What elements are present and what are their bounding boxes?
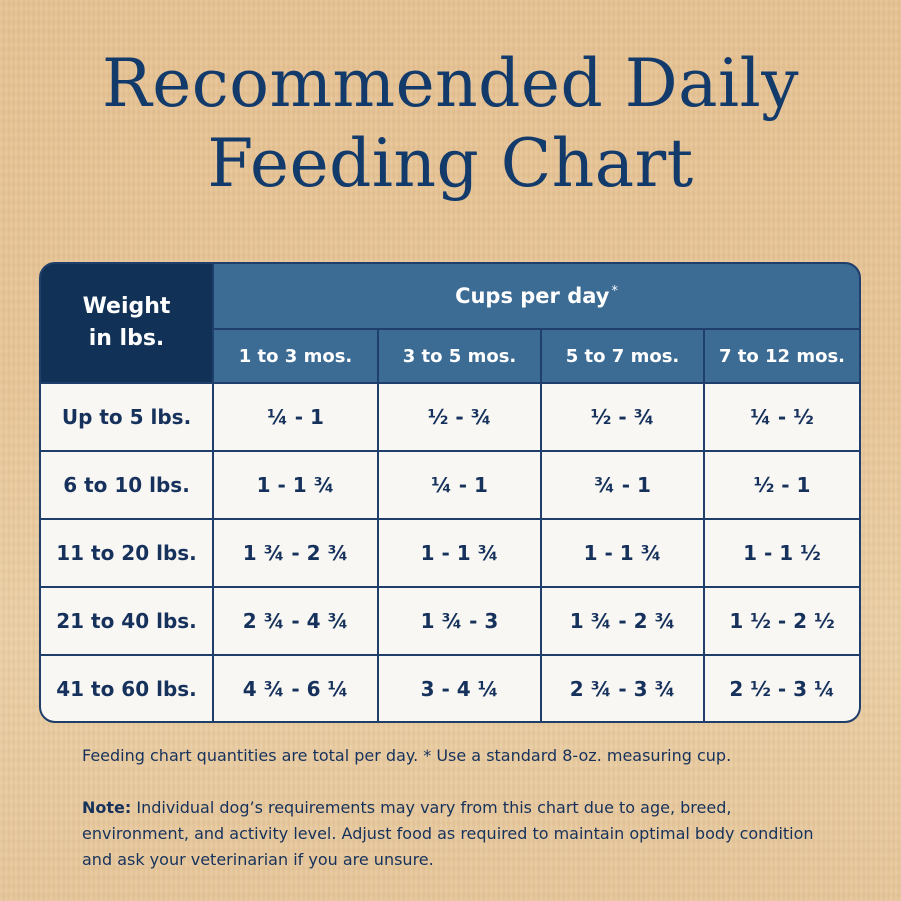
- header-row-ages: 1 to 3 mos. 3 to 5 mos. 5 to 7 mos. 7 to…: [41, 329, 859, 384]
- header-row-top: Weight in lbs. Cups per day *: [41, 264, 859, 384]
- weight-header-line-2: in lbs.: [88, 326, 165, 351]
- table-cell: 2 ½ - 3 ¼: [704, 655, 859, 721]
- table-cell: 2 ¾ - 3 ¾: [541, 655, 705, 721]
- weight-row-label: 11 to 20 lbs.: [41, 519, 214, 589]
- table-cell: ½ - ¾: [541, 383, 705, 453]
- age-column-header: 1 to 3 mos.: [213, 329, 379, 384]
- weight-row-label: Up to 5 lbs.: [41, 383, 214, 453]
- asterisk-mark: *: [611, 284, 618, 299]
- table-cell: 1 ½ - 2 ½: [704, 587, 859, 657]
- table-cell: ¾ - 1: [541, 451, 705, 521]
- table-cell: 1 - 1 ½: [704, 519, 859, 589]
- table-cell: 4 ¾ - 6 ¼: [213, 655, 379, 721]
- table-row: Up to 5 lbs. ¼ - 1 ½ - ¾ ½ - ¾ ¼ - ½: [41, 383, 859, 453]
- note-text: Individual dog’s requirements may vary f…: [82, 798, 814, 869]
- table-row: 6 to 10 lbs. 1 - 1 ¾ ¼ - 1 ¾ - 1 ½ - 1: [41, 451, 859, 521]
- weight-column-header: Weight in lbs.: [41, 264, 214, 384]
- table-cell: 1 - 1 ¾: [378, 519, 542, 589]
- table-cell: 1 - 1 ¾: [541, 519, 705, 589]
- feeding-table: Weight in lbs. Cups per day * 1 to 3 mos.…: [41, 264, 859, 721]
- footnote: Feeding chart quantities are total per d…: [82, 746, 732, 765]
- table-row: 11 to 20 lbs. 1 ¾ - 2 ¾ 1 - 1 ¾ 1 - 1 ¾ …: [41, 519, 859, 589]
- note-paragraph: Note: Individual dog’s requirements may …: [82, 795, 822, 873]
- weight-row-label: 21 to 40 lbs.: [41, 587, 214, 657]
- weight-row-label: 41 to 60 lbs.: [41, 655, 214, 721]
- table-cell: 1 ¾ - 2 ¾: [541, 587, 705, 657]
- table-cell: 1 ¾ - 2 ¾: [213, 519, 379, 589]
- title-line-2: Feeding Chart: [207, 125, 694, 202]
- table-cell: 3 - 4 ¼: [378, 655, 542, 721]
- table-cell: ¼ - 1: [378, 451, 542, 521]
- note-label: Note:: [82, 798, 132, 817]
- page-title: Recommended Daily Feeding Chart: [0, 44, 901, 204]
- age-column-header: 3 to 5 mos.: [378, 329, 542, 384]
- age-column-header: 7 to 12 mos.: [704, 329, 859, 384]
- cups-per-day-label: Cups per day: [455, 284, 610, 308]
- table-cell: 2 ¾ - 4 ¾: [213, 587, 379, 657]
- table-cell: ½ - 1: [704, 451, 859, 521]
- cups-per-day-header: Cups per day *: [213, 264, 859, 330]
- table-row: 41 to 60 lbs. 4 ¾ - 6 ¼ 3 - 4 ¼ 2 ¾ - 3 …: [41, 655, 859, 721]
- table-cell: ¼ - 1: [213, 383, 379, 453]
- weight-header-line-1: Weight: [82, 294, 171, 319]
- title-line-1: Recommended Daily: [102, 45, 799, 122]
- age-column-header: 5 to 7 mos.: [541, 329, 705, 384]
- table-cell: 1 - 1 ¾: [213, 451, 379, 521]
- table-cell: 1 ¾ - 3: [378, 587, 542, 657]
- table-cell: ¼ - ½: [704, 383, 859, 453]
- weight-row-label: 6 to 10 lbs.: [41, 451, 214, 521]
- table-row: 21 to 40 lbs. 2 ¾ - 4 ¾ 1 ¾ - 3 1 ¾ - 2 …: [41, 587, 859, 657]
- feeding-chart-table: Weight in lbs. Cups per day * 1 to 3 mos.…: [39, 262, 861, 723]
- table-cell: ½ - ¾: [378, 383, 542, 453]
